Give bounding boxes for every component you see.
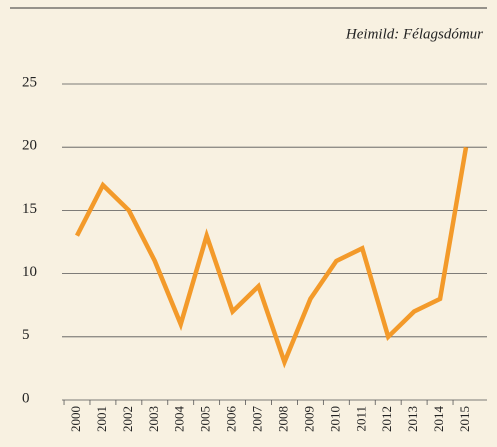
x-tick-label: 2002	[120, 406, 135, 432]
y-tick-label: 10	[22, 264, 37, 280]
x-tick-label: 2013	[405, 406, 420, 432]
data-line	[74, 146, 469, 369]
y-tick-label: 0	[22, 390, 30, 406]
x-tick-label: 2005	[198, 406, 213, 432]
x-tick-label: 2012	[379, 406, 394, 432]
x-tick-label: 2009	[301, 406, 316, 432]
y-tick-label: 5	[22, 327, 30, 343]
x-tick-label: 2006	[224, 406, 239, 433]
x-tick-label: 2010	[327, 406, 342, 432]
x-tick-label: 2004	[172, 406, 187, 433]
x-tick-label: 2008	[275, 406, 290, 432]
y-tick-label: 15	[22, 201, 37, 217]
x-tick-label: 2003	[146, 406, 161, 432]
x-tick-label: 2001	[94, 406, 109, 432]
source-note: Heimild: Félagsdómur	[345, 26, 483, 42]
y-tick-label: 20	[22, 138, 37, 154]
x-tick-label: 2015	[457, 406, 472, 432]
x-tick-label: 2007	[250, 406, 265, 433]
y-tick-label: 25	[22, 74, 37, 90]
x-tick-label: 2014	[431, 406, 446, 433]
x-tick-label: 2011	[353, 406, 368, 432]
x-tick-label: 2000	[68, 406, 83, 432]
